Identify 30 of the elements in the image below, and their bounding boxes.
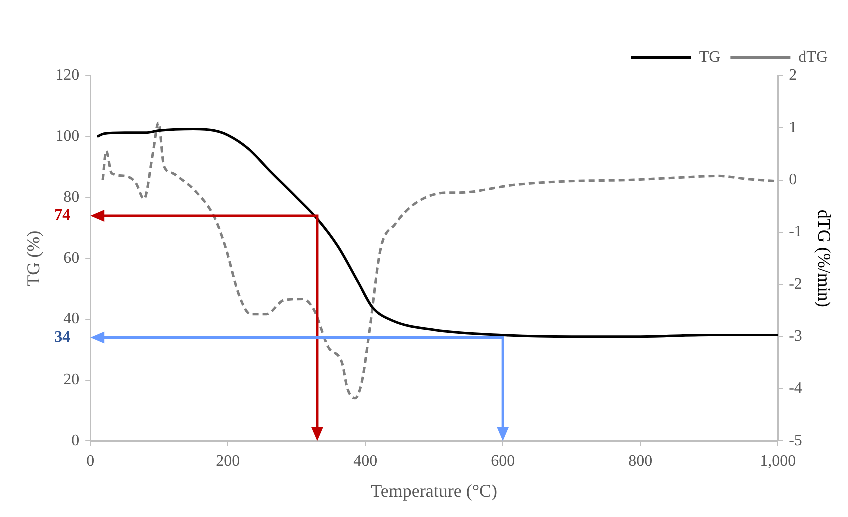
y2-tick-label: -4: [789, 380, 802, 398]
x-tick-label: 1,000: [760, 453, 796, 470]
y2-tick-label: -2: [789, 276, 802, 293]
y-tick-label: 40: [64, 310, 80, 328]
y-tick-label: 100: [56, 128, 80, 146]
y-tick-label: 20: [64, 372, 80, 389]
y-axis-title: TG (%): [24, 230, 44, 286]
y-tick-label: 120: [56, 67, 80, 84]
x-tick-label: 800: [628, 453, 653, 470]
y-tick-label: 80: [64, 188, 80, 206]
line-series: [96, 128, 778, 338]
text: 34: [54, 328, 71, 346]
y-tick-label: 60: [64, 250, 80, 267]
y-tick-label: 0: [72, 432, 80, 450]
legend-label: TG: [699, 49, 722, 66]
legend-label: dTG: [798, 49, 828, 66]
y2-tick-label: -5: [789, 432, 802, 450]
y2-tick-label: -3: [789, 328, 802, 346]
y2-axis-title: dTG (%/min): [814, 210, 834, 308]
y2-tick-label: 2: [789, 67, 798, 84]
x-tick-label: 400: [354, 453, 378, 470]
x-tick-label: 600: [491, 453, 516, 470]
x-tick-label: 0: [86, 453, 95, 470]
x-axis-title: Temperature (°C): [371, 480, 498, 501]
x-tick-label: 200: [216, 453, 240, 470]
y2-tick-label: 0: [789, 172, 798, 189]
text: 74: [54, 207, 71, 224]
y2-tick-label: 1: [789, 119, 798, 136]
y2-tick-label: -1: [789, 224, 802, 241]
line-series: [102, 122, 778, 400]
